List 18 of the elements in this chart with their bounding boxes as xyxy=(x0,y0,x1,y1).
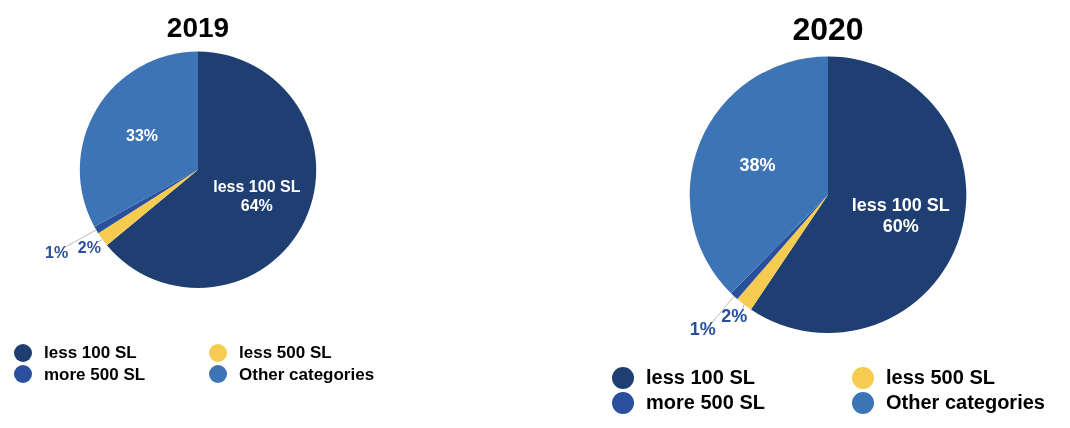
data-label: 1% xyxy=(689,318,716,339)
data-label: 38% xyxy=(739,154,776,175)
chart-title: 2019 xyxy=(166,11,230,43)
chart-title: 2020 xyxy=(792,11,864,48)
legend-label: less 100 SL xyxy=(646,366,755,389)
legend-label: Other categories xyxy=(239,364,375,385)
legend-label: more 500 SL xyxy=(44,364,146,385)
data-label: 33% xyxy=(126,127,159,145)
legend-label: less 500 SL xyxy=(886,366,995,389)
data-label: less 100 SL 64% xyxy=(213,178,301,215)
legend-label: less 500 SL xyxy=(239,343,332,363)
data-label: 2% xyxy=(721,306,748,327)
legend-label: more 500 SL xyxy=(646,391,765,414)
legend-label: Other categories xyxy=(886,391,1045,414)
legend-label: less 100 SL xyxy=(44,343,137,363)
data-label: less 100 SL 60% xyxy=(851,195,950,237)
data-label: 1% xyxy=(45,243,69,261)
data-label: 2% xyxy=(77,239,101,257)
